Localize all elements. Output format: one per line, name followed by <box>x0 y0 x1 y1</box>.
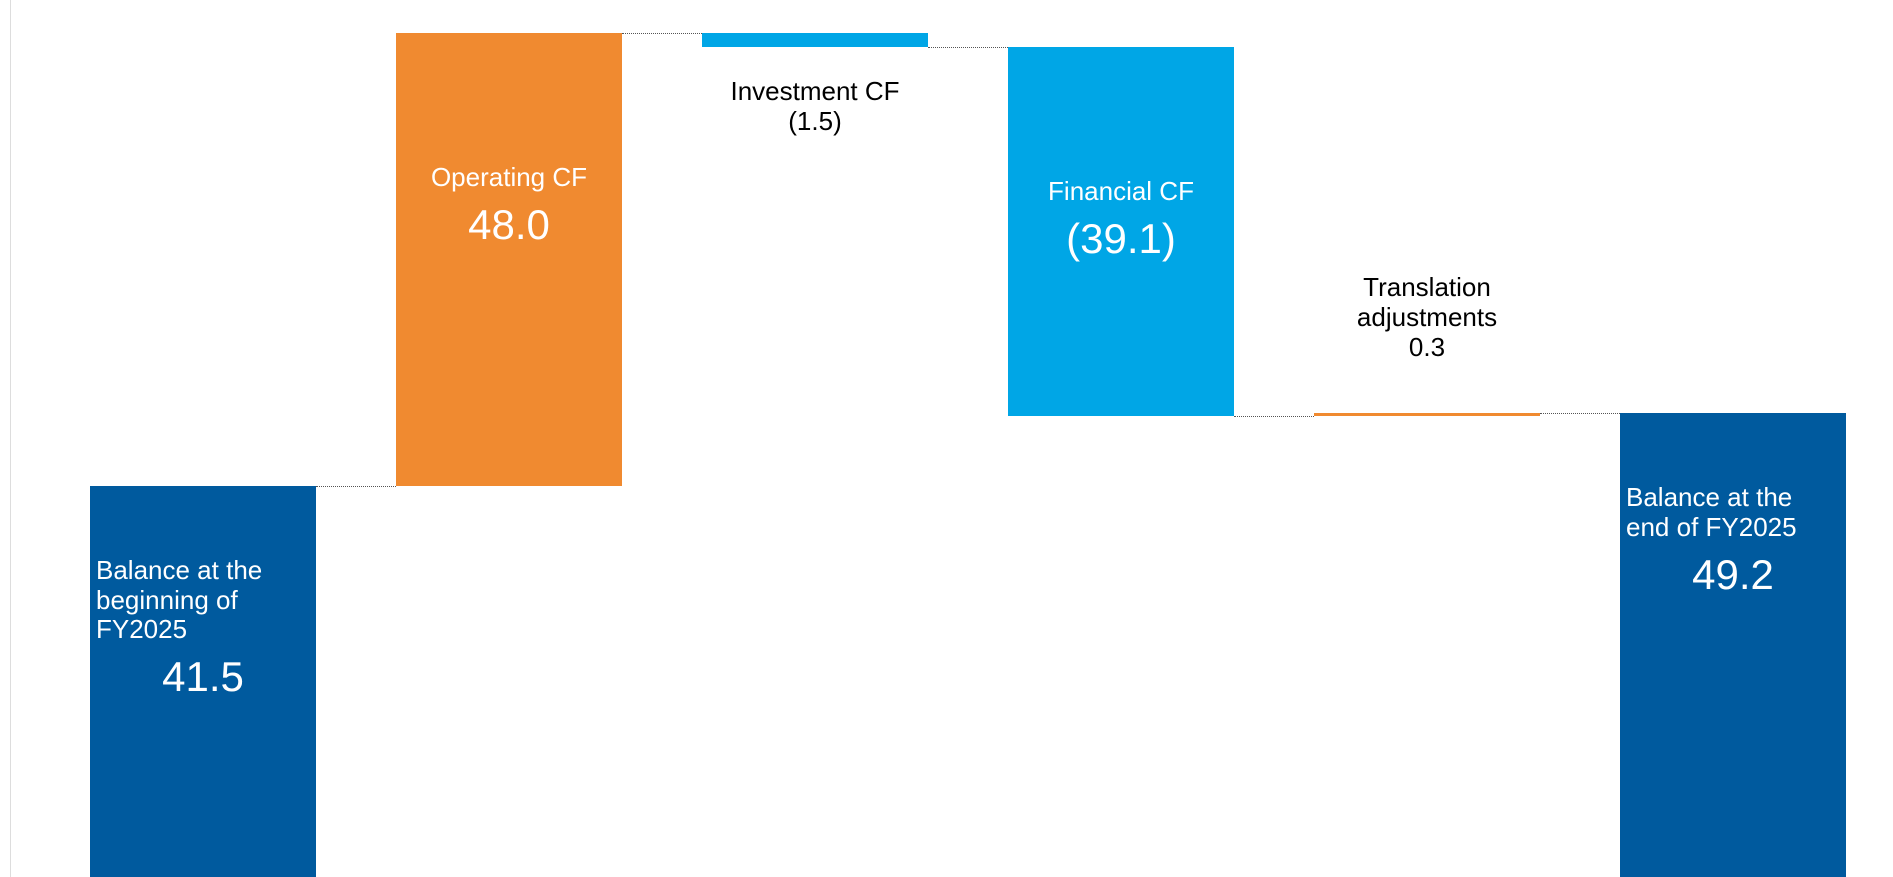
category-label: Balance at the beginning of FY2025 <box>96 554 263 645</box>
data-label: Operating CF 48.0 <box>366 162 652 249</box>
category-label: Financial CF <box>1048 176 1194 207</box>
connector <box>1234 415 1314 417</box>
bar <box>702 33 928 48</box>
connector <box>622 33 702 34</box>
value-label: 48.0 <box>468 200 550 248</box>
left-border <box>10 0 11 877</box>
value-label: (1.5) <box>788 106 842 137</box>
connector <box>1540 413 1620 415</box>
value-label: (39.1) <box>1066 215 1176 263</box>
bar <box>1008 47 1234 416</box>
connector <box>316 485 396 487</box>
bar <box>1314 413 1540 417</box>
value-label: 49.2 <box>1692 550 1774 598</box>
value-label: 0.3 <box>1408 331 1446 362</box>
bar <box>396 33 622 486</box>
category-label: Translation adjustments <box>1356 272 1498 332</box>
category-label: Balance at the end of FY2025 <box>1626 482 1797 542</box>
data-label: Translation adjustments 0.3 <box>1332 272 1522 363</box>
data-label: Balance at the end of FY2025 49.2 <box>1626 482 1840 599</box>
data-label: Balance at the beginning of FY2025 41.5 <box>96 554 310 702</box>
bar <box>1620 413 1846 877</box>
data-label: Financial CF (39.1) <box>978 176 1264 263</box>
data-label: Investment CF (1.5) <box>672 76 958 137</box>
category-label: Operating CF <box>430 162 588 192</box>
connector <box>928 47 1008 49</box>
category-label: Investment CF <box>730 76 900 107</box>
bar <box>90 485 316 877</box>
value-label: 41.5 <box>162 653 244 701</box>
